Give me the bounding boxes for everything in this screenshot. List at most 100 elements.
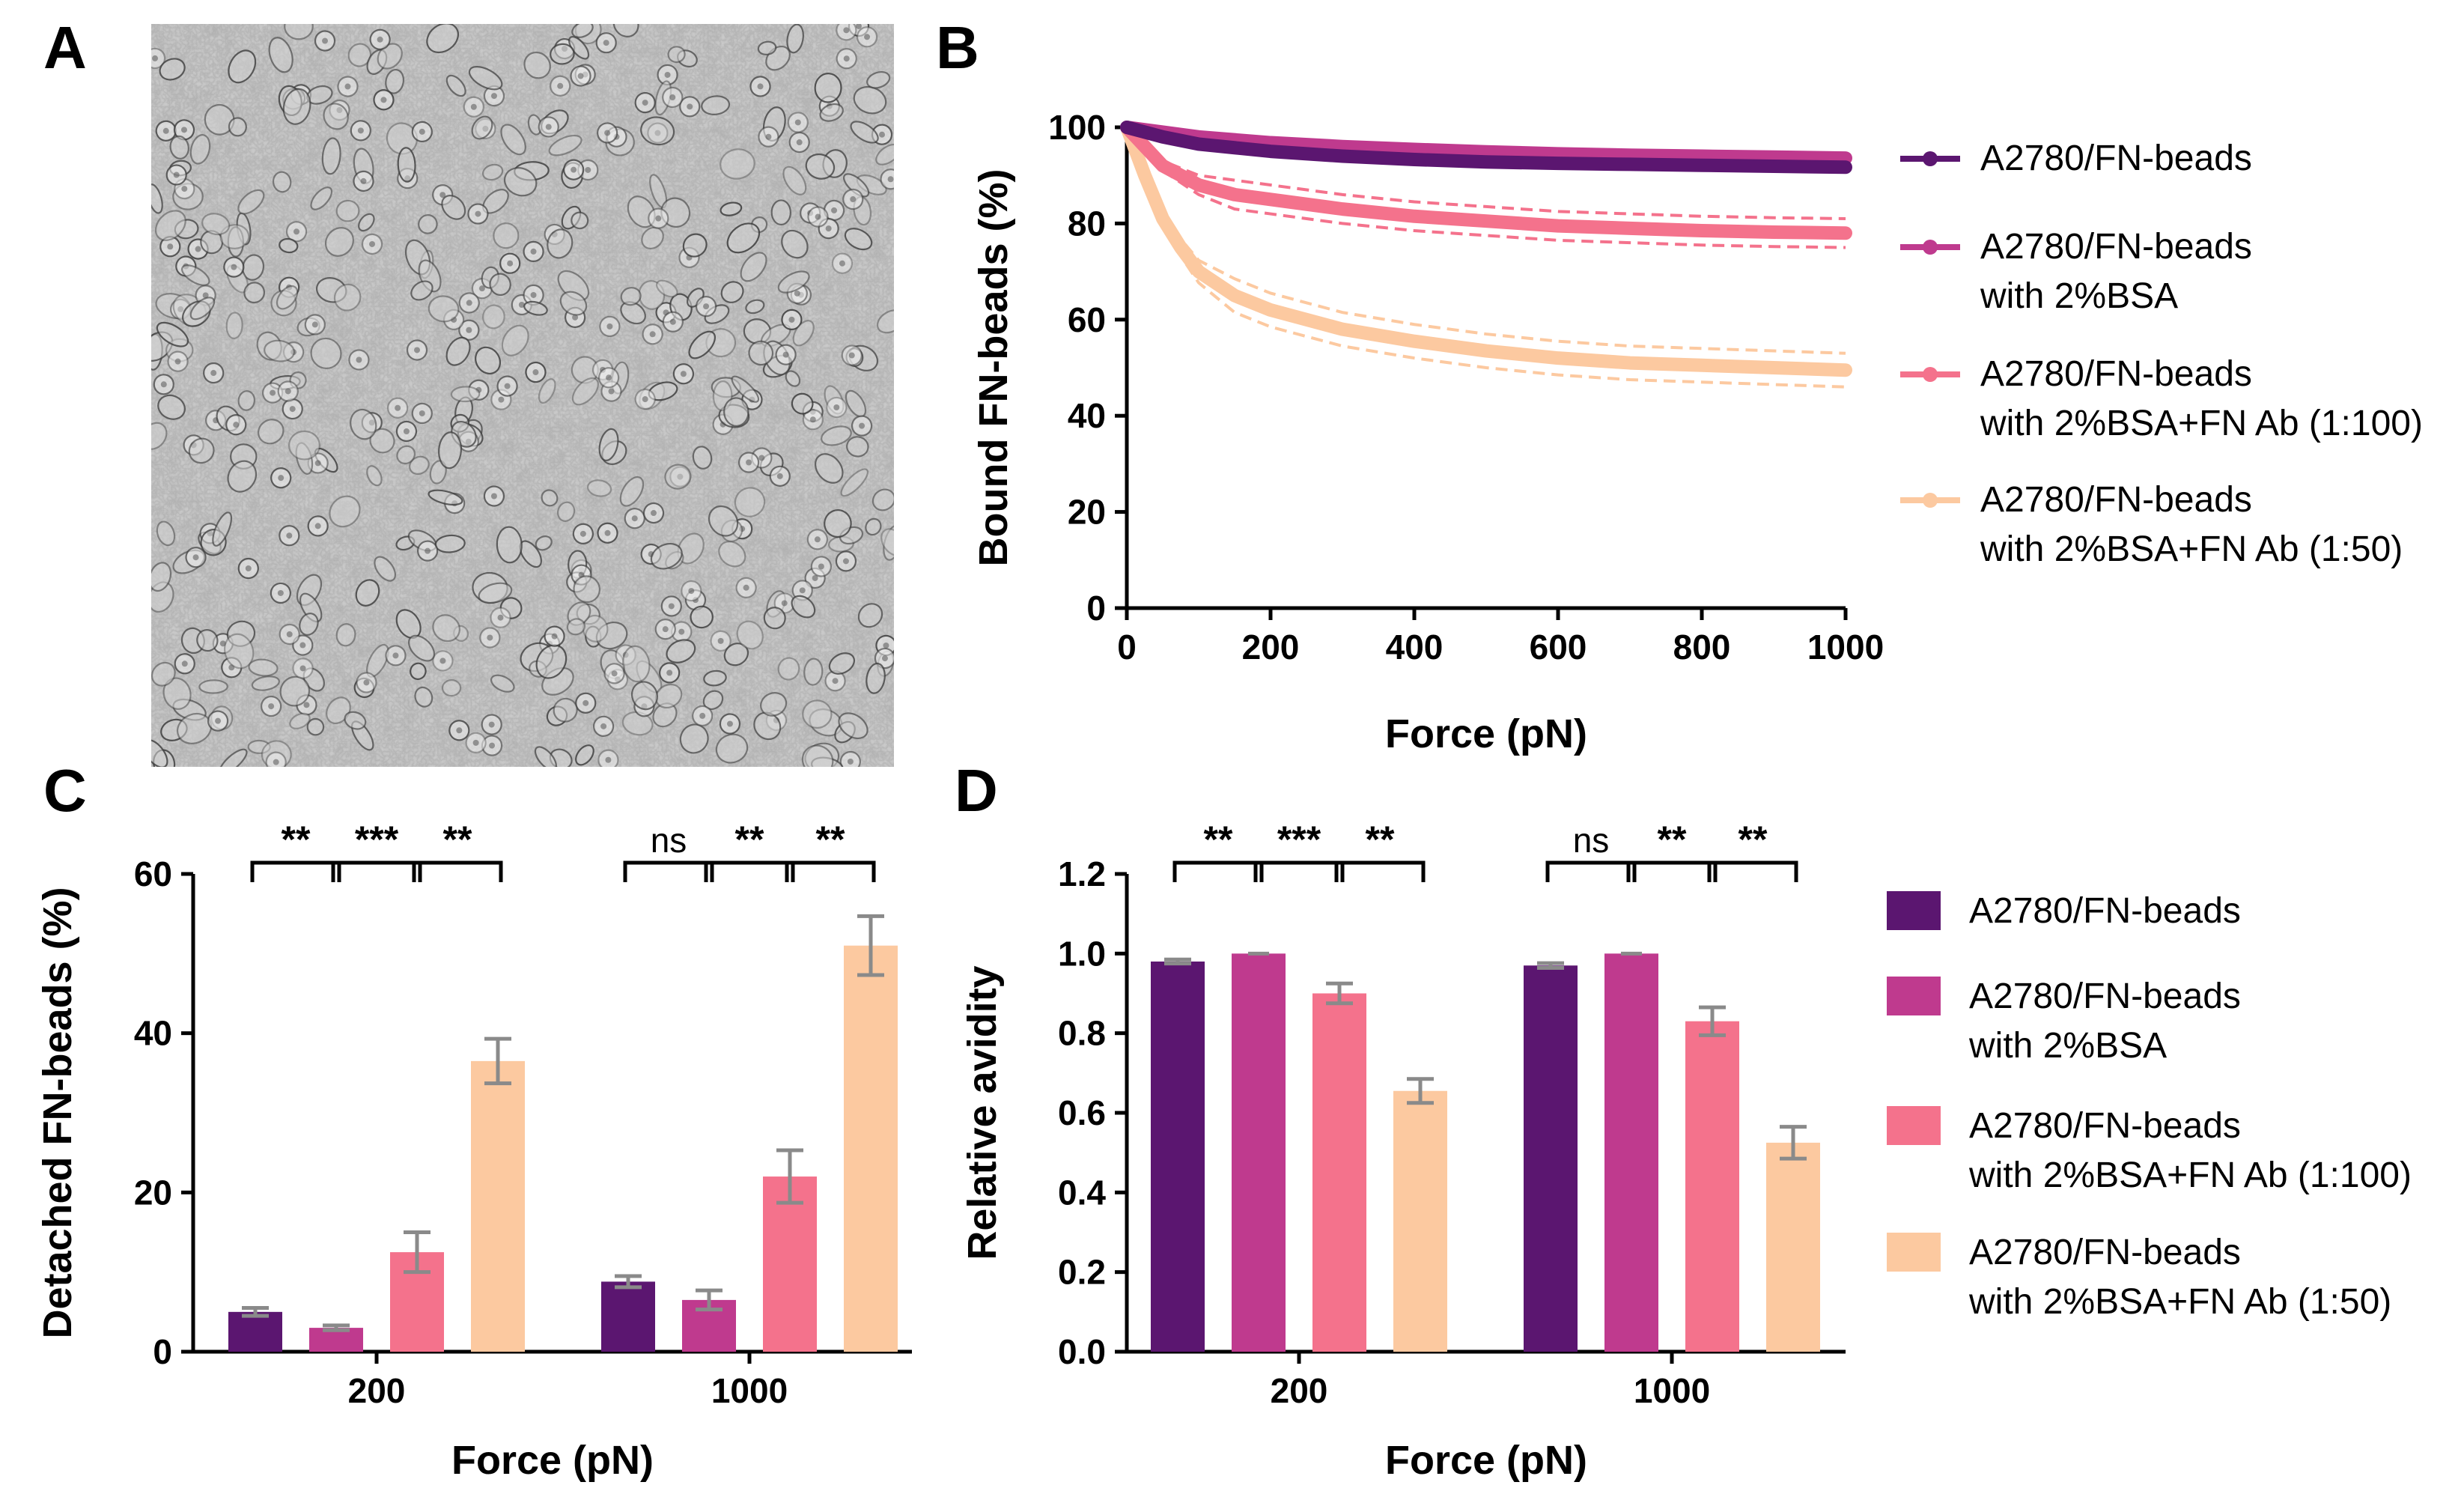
cell-nucleus bbox=[831, 207, 838, 213]
significance-bracket bbox=[412, 860, 503, 882]
cell-shape bbox=[757, 40, 777, 55]
cell-shape bbox=[866, 662, 886, 694]
bar bbox=[471, 1060, 525, 1352]
cell-shape bbox=[571, 211, 589, 230]
cell-shape bbox=[264, 339, 295, 362]
panel-letter-c: C bbox=[43, 757, 87, 824]
cell-shape bbox=[650, 542, 683, 570]
cell-shape bbox=[151, 739, 168, 767]
cell-shape bbox=[219, 748, 248, 767]
y-tick-label: 40 bbox=[1068, 396, 1106, 435]
cell-shape bbox=[432, 614, 460, 643]
cell-nucleus bbox=[286, 532, 293, 539]
cell-nucleus bbox=[606, 323, 613, 330]
cell-nucleus bbox=[277, 589, 284, 596]
cell-nucleus bbox=[173, 171, 180, 178]
cell-nucleus bbox=[475, 210, 481, 217]
cell-shape bbox=[306, 717, 325, 736]
cell-shape bbox=[196, 629, 219, 652]
cell-nucleus bbox=[571, 166, 577, 173]
cell-nucleus bbox=[518, 302, 525, 309]
cell-nucleus bbox=[776, 473, 783, 479]
cell-nucleus bbox=[395, 404, 401, 411]
cell-shape bbox=[828, 652, 856, 675]
cell-nucleus bbox=[344, 83, 351, 90]
cell-shape bbox=[329, 495, 361, 528]
y-tick-label: 100 bbox=[1048, 108, 1106, 147]
cell-nucleus bbox=[268, 703, 275, 710]
cell-shape bbox=[598, 428, 619, 461]
x-tick-label: 400 bbox=[1386, 628, 1444, 666]
cell-shape bbox=[414, 686, 434, 708]
cell-nucleus bbox=[842, 558, 849, 565]
x-axis-label: Force (pN) bbox=[1385, 711, 1587, 756]
cell-shape bbox=[228, 117, 247, 137]
cell-shape bbox=[802, 699, 833, 729]
cell-nucleus bbox=[864, 34, 871, 40]
cell-nucleus bbox=[490, 493, 497, 499]
cell-shape bbox=[151, 183, 163, 214]
legend-label: A2780/FN-beads bbox=[1980, 480, 2252, 520]
cell-shape bbox=[237, 390, 256, 411]
cell-nucleus bbox=[299, 642, 306, 649]
legend-swatch bbox=[1887, 977, 1941, 1015]
cell-shape bbox=[745, 299, 765, 315]
legend-label: A2780/FN-beads bbox=[1969, 1106, 2241, 1146]
cell-nucleus bbox=[812, 574, 818, 581]
cell-shape bbox=[523, 51, 551, 79]
cell-nucleus bbox=[843, 27, 850, 34]
bar bbox=[844, 945, 898, 1352]
cell-shape bbox=[582, 614, 609, 643]
y-tick-label: 0.2 bbox=[1058, 1253, 1106, 1292]
cell-nucleus bbox=[580, 530, 586, 537]
cell-nucleus bbox=[839, 260, 845, 267]
cell-shape bbox=[445, 336, 471, 366]
cell-shape bbox=[227, 460, 258, 493]
y-tick-label: 0.0 bbox=[1058, 1332, 1106, 1371]
y-tick-label: 0.4 bbox=[1058, 1173, 1106, 1212]
cell-shape bbox=[690, 605, 714, 629]
cell-shape bbox=[720, 281, 744, 303]
cell-nucleus bbox=[680, 371, 687, 377]
significance-bracket bbox=[785, 860, 876, 882]
bar bbox=[1151, 961, 1205, 1352]
cell-shape bbox=[154, 210, 186, 241]
cell-shape bbox=[333, 283, 362, 312]
cell-shape bbox=[321, 137, 341, 175]
significance-bracket bbox=[1334, 860, 1426, 882]
cell-shape bbox=[169, 135, 189, 160]
significance-label: ** bbox=[1204, 819, 1233, 860]
cell-shape bbox=[736, 620, 764, 650]
cell-shape bbox=[276, 285, 299, 310]
cell-nucleus bbox=[273, 759, 279, 765]
cell-nucleus bbox=[478, 285, 485, 292]
cell-nucleus bbox=[649, 331, 656, 338]
cell-shape bbox=[204, 103, 235, 136]
cell-shape bbox=[620, 301, 646, 325]
cell-nucleus bbox=[582, 699, 589, 706]
cell-shape bbox=[500, 124, 526, 156]
cell-nucleus bbox=[439, 658, 446, 664]
cell-shape bbox=[571, 24, 594, 38]
cell-shape bbox=[876, 309, 894, 334]
cell-shape bbox=[408, 634, 436, 662]
cell-shape bbox=[151, 661, 176, 687]
cell-shape bbox=[288, 430, 320, 461]
cell-shape bbox=[838, 712, 869, 740]
y-axis-label: Detached FN-beads (%) bbox=[35, 887, 80, 1338]
cell-nucleus bbox=[403, 428, 410, 434]
cell-shape bbox=[478, 582, 513, 604]
cell-shape bbox=[720, 148, 755, 180]
cell-nucleus bbox=[666, 669, 673, 676]
cell-shape bbox=[622, 645, 651, 683]
cell-nucleus bbox=[651, 510, 657, 517]
cell-nucleus bbox=[152, 55, 159, 61]
cell-shape bbox=[243, 282, 266, 304]
cell-nucleus bbox=[356, 356, 362, 363]
cell-shape bbox=[151, 422, 168, 450]
cell-shape bbox=[282, 88, 311, 125]
significance-bracket bbox=[1626, 860, 1718, 882]
cell-shape bbox=[441, 678, 462, 697]
cell-nucleus bbox=[507, 260, 514, 267]
